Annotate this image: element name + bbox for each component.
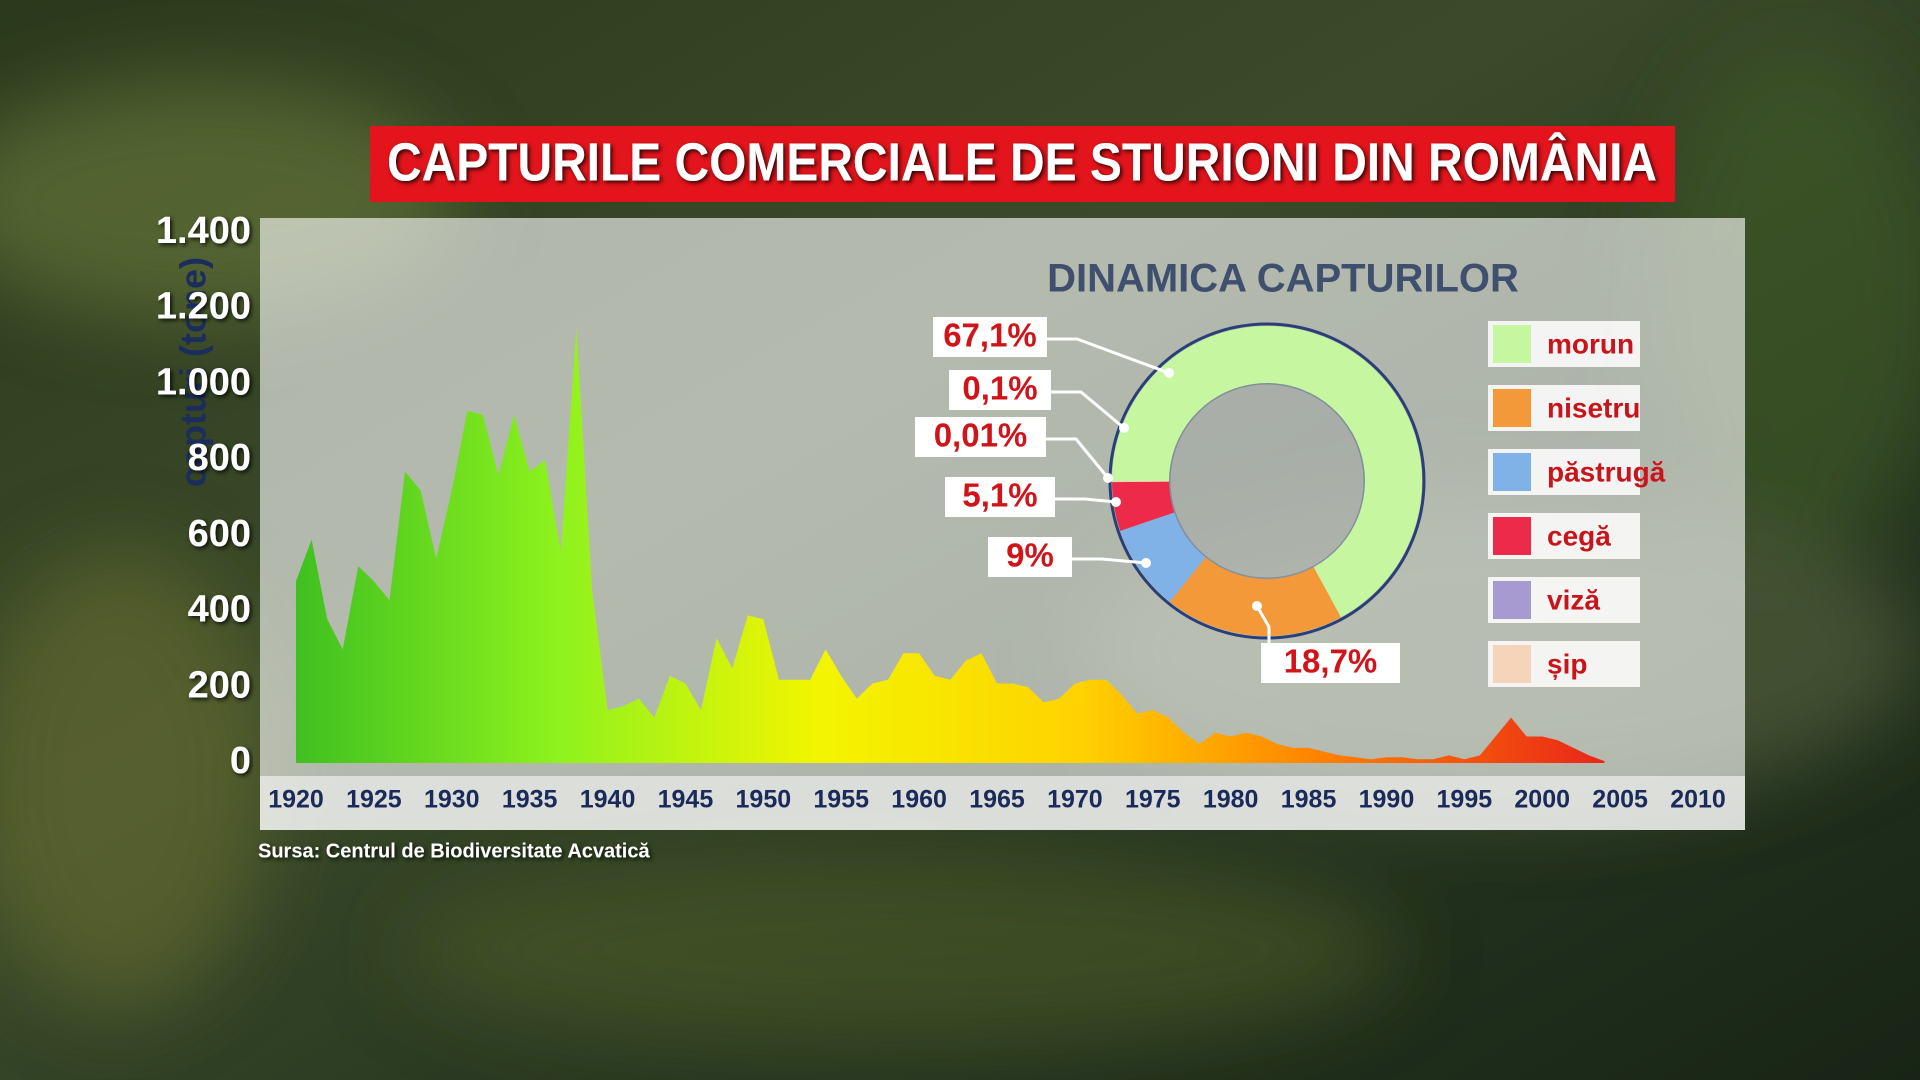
x-tick-label: 1990 bbox=[1359, 786, 1415, 814]
label-box bbox=[988, 537, 1072, 577]
label-box bbox=[945, 477, 1055, 517]
leader-line bbox=[1046, 437, 1110, 479]
x-tick-label: 1965 bbox=[969, 786, 1025, 814]
leader-line bbox=[1255, 605, 1271, 647]
donut-slice bbox=[1112, 325, 1422, 618]
legend-label: viză bbox=[1547, 584, 1600, 615]
y-tick-label: 0 bbox=[230, 740, 251, 782]
y-axis-label: capturi (tone) bbox=[173, 257, 214, 487]
legend-swatch bbox=[1493, 325, 1531, 363]
leader-dot bbox=[1103, 473, 1113, 483]
x-tick-label: 1960 bbox=[891, 786, 947, 814]
donut-slice bbox=[1112, 481, 1170, 482]
legend-label: păstrugă bbox=[1547, 456, 1666, 487]
title: CAPTURILE COMERCIALE DE STURIONI DIN ROM… bbox=[387, 131, 1657, 192]
legend-swatch bbox=[1493, 517, 1531, 555]
leader-line bbox=[1051, 390, 1125, 430]
data-label: 18,7% bbox=[1284, 643, 1378, 680]
leader-dot bbox=[1119, 423, 1129, 433]
x-tick-label: 1980 bbox=[1203, 786, 1259, 814]
data-label: 0,01% bbox=[934, 417, 1028, 454]
x-tick-label: 1935 bbox=[502, 786, 558, 814]
y-tick-label: 800 bbox=[188, 437, 251, 479]
y-tick-label: 1.200 bbox=[156, 286, 251, 328]
legend-swatch bbox=[1493, 389, 1531, 427]
x-tick-label: 1925 bbox=[346, 786, 402, 814]
leader-line bbox=[1055, 497, 1117, 504]
legend-label: șip bbox=[1547, 648, 1587, 679]
legend-swatch bbox=[1493, 645, 1531, 683]
y-tick-label: 1.400 bbox=[156, 210, 251, 252]
x-tick-label: 2010 bbox=[1670, 786, 1726, 814]
legend-swatch bbox=[1493, 453, 1531, 491]
legend-label: cegă bbox=[1547, 520, 1611, 551]
donut-slice bbox=[1169, 557, 1341, 636]
legend-label: morun bbox=[1547, 328, 1634, 359]
legend-swatch bbox=[1493, 581, 1531, 619]
x-tick-label: 1995 bbox=[1437, 786, 1493, 814]
label-box bbox=[949, 370, 1051, 410]
x-tick-label: 1945 bbox=[658, 786, 714, 814]
data-label: 9% bbox=[1006, 537, 1054, 574]
donut-chart: 67,1% 18,7% 9% 5,1% 0,01% 0,1% morun nisetru păs… bbox=[915, 317, 1666, 687]
data-label: 5,1% bbox=[962, 477, 1037, 514]
y-tick-label: 600 bbox=[188, 513, 251, 555]
donut-slice bbox=[1120, 512, 1206, 602]
label-box bbox=[933, 317, 1047, 357]
x-tick-label: 1985 bbox=[1281, 786, 1337, 814]
y-tick-label: 400 bbox=[188, 589, 251, 631]
leader-line bbox=[1072, 557, 1147, 565]
donut-slice bbox=[1112, 481, 1175, 531]
leader-dot bbox=[1111, 497, 1121, 507]
donut-hole bbox=[1167, 381, 1367, 581]
x-tick-label: 1950 bbox=[736, 786, 792, 814]
leader-dot bbox=[1252, 601, 1262, 611]
leader-line bbox=[1047, 337, 1170, 375]
x-tick-label: 2000 bbox=[1514, 786, 1570, 814]
donut-title: DINAMICA CAPTURILOR bbox=[1047, 257, 1519, 301]
label-box bbox=[915, 417, 1046, 457]
legend-label: nisetru bbox=[1547, 392, 1640, 423]
x-tick-label: 1975 bbox=[1125, 786, 1181, 814]
x-axis-band bbox=[260, 776, 1745, 830]
leader-dot bbox=[1141, 558, 1151, 568]
x-tick-label: 1970 bbox=[1047, 786, 1103, 814]
data-label: 67,1% bbox=[943, 317, 1037, 354]
source: Sursa: Centrul de Biodiversitate Acvatic… bbox=[258, 840, 650, 862]
x-tick-label: 1940 bbox=[580, 786, 636, 814]
label-box bbox=[1261, 643, 1400, 683]
area bbox=[296, 327, 1605, 763]
x-tick-label: 1920 bbox=[268, 786, 324, 814]
data-label: 0,1% bbox=[962, 370, 1037, 407]
x-tick-label: 2005 bbox=[1592, 786, 1648, 814]
x-tick-label: 1955 bbox=[813, 786, 869, 814]
area-chart: 0 200 400 600 800 1.000 1.200 1.400 1920 1925 1930… bbox=[156, 210, 1726, 814]
title-box bbox=[370, 126, 1675, 202]
x-tick-label: 1930 bbox=[424, 786, 480, 814]
y-tick-label: 200 bbox=[188, 664, 251, 706]
leader-dot bbox=[1164, 368, 1174, 378]
y-tick-label: 1.000 bbox=[156, 361, 251, 403]
